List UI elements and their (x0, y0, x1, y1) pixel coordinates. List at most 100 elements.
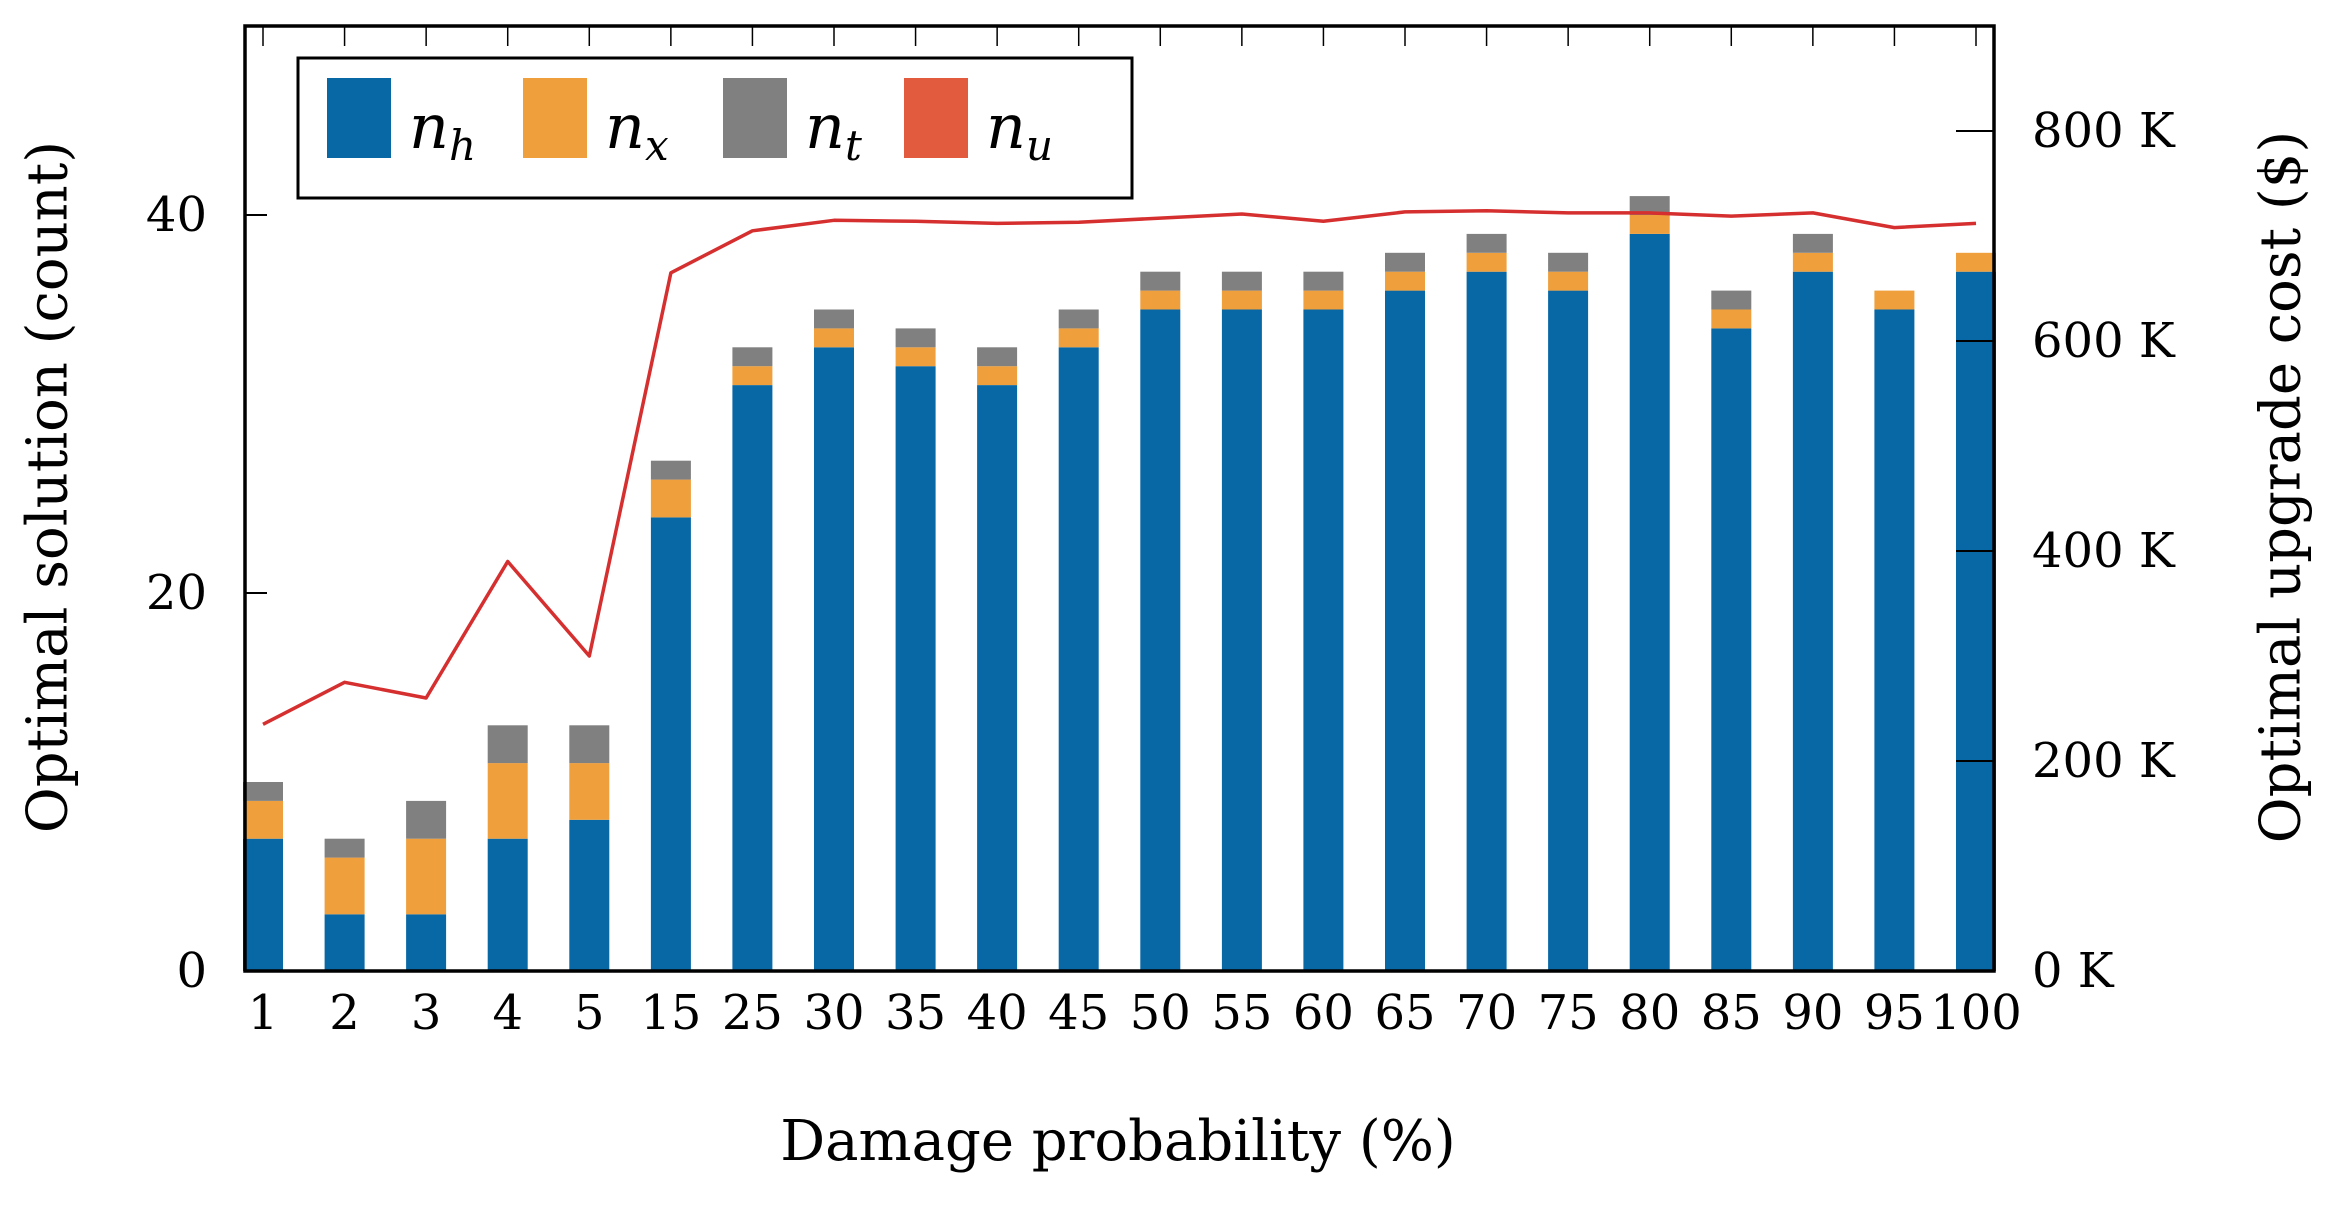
legend: nh nx nt nu (296, 56, 1134, 200)
bar-nx-4 (487, 763, 528, 839)
bar-nh-95 (1874, 309, 1915, 971)
bar-nt-40 (977, 347, 1018, 367)
y2-axis-ticks: 0 K 200 K 400 K 600 K 800 K (1956, 103, 2176, 999)
bar-nh-40 (977, 385, 1018, 972)
bar-nx-2 (324, 857, 365, 915)
x-tick-label-3: 3 (411, 985, 442, 1041)
bar-nt-4 (487, 725, 528, 764)
x-tick-label-45: 45 (1048, 985, 1109, 1041)
bar-nt-70 (1466, 233, 1507, 253)
bar-nt-75 (1548, 252, 1589, 272)
x-tick-label-50: 50 (1130, 985, 1191, 1041)
bar-nh-75 (1548, 290, 1589, 972)
bar-nh-80 (1629, 233, 1670, 971)
x-tick-label-85: 85 (1701, 985, 1762, 1041)
bar-nt-90 (1792, 233, 1833, 253)
legend-label-nx: nx (605, 90, 669, 170)
y-axis-ticks: 0 20 40 (146, 187, 267, 999)
bar-nx-70 (1466, 252, 1507, 272)
bar-nh-85 (1711, 328, 1752, 971)
bar-nx-55 (1221, 290, 1262, 310)
x-tick-label-40: 40 (967, 985, 1028, 1041)
legend-swatch-nx (523, 78, 587, 158)
plot-frame (243, 24, 1996, 973)
x-axis-ticks: 1 2 3 4 5 15 25 30 35 40 45 50 55 60 65 70 75 80 85 90 95 100 (248, 26, 2022, 1041)
bar-nx-30 (814, 328, 854, 348)
bar-nx-90 (1792, 252, 1833, 272)
bar-nt-60 (1303, 271, 1344, 291)
bar-nx-35 (895, 347, 936, 367)
x-tick-label-15: 15 (640, 985, 701, 1041)
legend-swatch-nt (723, 78, 787, 158)
x-tick-label-25: 25 (722, 985, 783, 1041)
bar-nh-25 (732, 385, 773, 972)
x-tick-label-100: 100 (1930, 985, 2022, 1041)
bars-layer (243, 196, 1996, 972)
y2-tick-label-200K: 200 K (2032, 733, 2176, 789)
plot-area-border (243, 24, 1996, 973)
bar-nx-95 (1874, 290, 1915, 310)
cost-line-layer (262, 209, 1977, 726)
bar-nx-25 (732, 366, 773, 386)
y2-tick-label-600K: 600 K (2032, 313, 2176, 369)
y-tick-label-40: 40 (146, 187, 207, 243)
bar-nt-25 (732, 347, 773, 367)
y2-tick-label-400K: 400 K (2032, 523, 2176, 579)
bar-nh-5 (569, 819, 610, 971)
legend-label-nh: nh (409, 90, 476, 170)
bar-nx-3 (406, 838, 447, 915)
y2-tick-label-800K: 800 K (2032, 103, 2176, 159)
x-axis-title: Damage probability (%) (780, 1109, 1456, 1174)
x-tick-label-55: 55 (1211, 985, 1272, 1041)
y2-tick-label-0K: 0 K (2032, 943, 2115, 999)
x-tick-label-90: 90 (1782, 985, 1843, 1041)
y2-axis-title: Optimal upgrade cost ($) (2249, 131, 2314, 844)
bar-nh-2 (324, 914, 365, 971)
x-tick-label-70: 70 (1456, 985, 1517, 1041)
bar-nt-80 (1629, 196, 1670, 215)
bar-nx-45 (1058, 328, 1099, 348)
bar-nh-35 (895, 366, 936, 971)
bar-nh-30 (814, 347, 854, 971)
bar-nx-100 (1956, 252, 1996, 272)
bar-nh-15 (650, 517, 691, 971)
x-tick-label-4: 4 (492, 985, 523, 1041)
bar-nh-70 (1466, 271, 1507, 971)
bar-nh-90 (1792, 271, 1833, 971)
bar-nt-5 (569, 725, 610, 764)
bar-nt-2 (324, 838, 365, 858)
bar-nt-55 (1221, 271, 1262, 291)
bar-nt-30 (814, 309, 854, 329)
bar-nx-85 (1711, 309, 1752, 329)
bar-nx-50 (1140, 290, 1181, 310)
x-tick-label-35: 35 (885, 985, 946, 1041)
upgrade-cost-line (262, 209, 1977, 726)
y-axis-title: Optimal solution (count) (16, 141, 81, 833)
bar-nh-4 (487, 838, 528, 971)
bar-nt-1 (243, 782, 283, 801)
bar-nh-1 (243, 838, 283, 971)
bar-nx-15 (650, 479, 691, 518)
bar-nh-45 (1058, 347, 1099, 971)
bar-nt-45 (1058, 309, 1099, 329)
x-tick-label-1: 1 (248, 985, 279, 1041)
x-tick-label-75: 75 (1538, 985, 1599, 1041)
legend-box (296, 56, 1134, 200)
legend-label-nu: nu (986, 90, 1053, 170)
bar-nt-50 (1140, 271, 1181, 291)
x-tick-label-5: 5 (574, 985, 605, 1041)
x-tick-label-95: 95 (1864, 985, 1925, 1041)
bar-nt-15 (650, 460, 691, 480)
bar-nx-1 (243, 800, 283, 839)
bar-nx-5 (569, 763, 610, 820)
bar-nx-75 (1548, 271, 1589, 291)
bar-nh-55 (1221, 309, 1262, 971)
bar-nt-3 (406, 800, 447, 839)
bar-nt-35 (895, 328, 936, 348)
bar-nh-100 (1956, 271, 1996, 971)
bar-nh-60 (1303, 309, 1344, 971)
legend-label-nt: nt (805, 90, 862, 170)
x-tick-label-65: 65 (1374, 985, 1435, 1041)
y-tick-label-20: 20 (146, 565, 207, 621)
